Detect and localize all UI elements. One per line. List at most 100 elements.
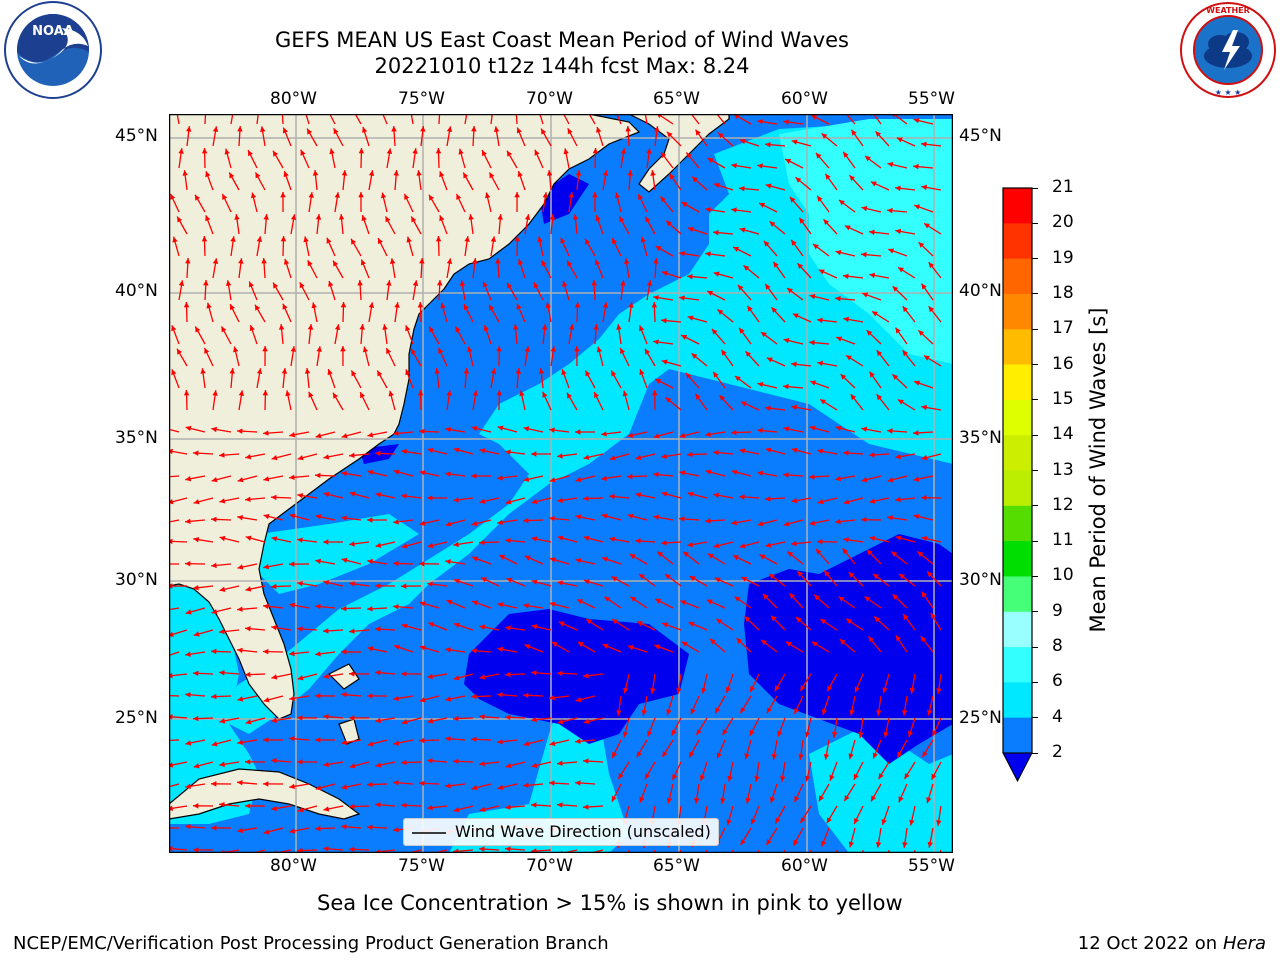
direction-arrow	[417, 301, 424, 323]
direction-arrow	[550, 346, 556, 367]
direction-arrow	[471, 473, 491, 479]
direction-arrow	[261, 257, 267, 279]
direction-arrow	[791, 447, 812, 455]
direction-arrow	[848, 739, 856, 760]
colorbar-tick-mark	[1032, 752, 1038, 754]
direction-arrow	[341, 739, 362, 746]
direction-arrow	[479, 448, 500, 455]
direction-arrow	[791, 404, 812, 411]
direction-arrow	[769, 783, 778, 804]
direction-arrow	[895, 635, 908, 653]
direction-arrow	[765, 541, 786, 548]
direction-arrow	[470, 693, 492, 700]
direction-arrow	[661, 453, 682, 459]
direction-arrow	[546, 170, 553, 191]
direction-arrow	[681, 201, 700, 213]
direction-arrow	[419, 601, 440, 609]
direction-arrow	[895, 535, 916, 543]
direction-arrow	[497, 214, 503, 235]
direction-arrow	[732, 554, 752, 565]
direction-arrow	[212, 390, 218, 411]
direction-arrow	[272, 282, 284, 301]
direction-arrow	[244, 759, 266, 765]
colorbar-tick-label: 9	[1052, 600, 1063, 621]
direction-arrow	[522, 692, 544, 699]
direction-arrow	[644, 761, 656, 780]
direction-arrow	[713, 449, 734, 456]
direction-arrow	[401, 541, 422, 549]
direction-arrow	[479, 624, 500, 631]
direction-arrow	[497, 425, 518, 433]
direction-arrow	[349, 761, 370, 769]
colorbar-tick-label: 13	[1052, 459, 1074, 480]
direction-arrow	[517, 170, 526, 191]
direction-arrow	[401, 449, 422, 455]
svg-text:NOAA: NOAA	[32, 24, 74, 39]
direction-arrow	[609, 493, 630, 500]
direction-arrow	[575, 514, 596, 521]
colorbar-tick-label: 19	[1052, 247, 1074, 268]
direction-arrow	[470, 736, 492, 743]
direction-arrow	[902, 349, 916, 367]
direction-arrow	[519, 390, 526, 411]
direction-arrow	[531, 761, 552, 768]
direction-arrow	[386, 148, 393, 169]
direction-arrow	[575, 170, 582, 191]
direction-arrow	[769, 220, 786, 235]
direction-arrow	[760, 331, 778, 345]
direction-arrow	[652, 389, 658, 411]
direction-arrow	[524, 346, 530, 367]
direction-arrow	[797, 262, 812, 279]
direction-arrow	[797, 570, 812, 587]
colorbar-band	[1003, 470, 1032, 507]
direction-arrow	[505, 497, 526, 505]
direction-arrow	[289, 513, 310, 521]
direction-arrow	[625, 125, 631, 147]
direction-arrow	[832, 717, 838, 738]
colorbar-band	[1003, 541, 1032, 577]
direction-arrow	[583, 453, 604, 460]
direction-arrow	[233, 346, 240, 367]
direction-arrow	[783, 426, 804, 433]
direction-arrow	[813, 594, 830, 609]
direction-arrow	[359, 324, 365, 345]
direction-arrow	[616, 324, 622, 345]
direction-arrow	[219, 761, 240, 767]
direction-arrow	[393, 604, 414, 610]
direction-arrow	[556, 670, 578, 677]
direction-arrow	[210, 516, 232, 523]
direction-arrow	[538, 368, 545, 389]
direction-arrow	[297, 493, 318, 499]
direction-arrow	[809, 425, 830, 433]
colorbar-band	[1003, 399, 1032, 436]
direction-arrow	[485, 192, 492, 213]
direction-arrow	[626, 473, 648, 480]
direction-arrow	[611, 576, 630, 587]
direction-arrow	[229, 368, 235, 389]
direction-arrow	[230, 236, 236, 257]
direction-arrow	[627, 431, 648, 438]
direction-arrow	[799, 673, 812, 692]
direction-arrow	[263, 475, 284, 482]
direction-arrow	[909, 805, 916, 826]
direction-arrow	[312, 170, 319, 191]
direction-arrow	[926, 783, 934, 804]
direction-arrow	[740, 827, 752, 846]
direction-arrow	[870, 181, 890, 191]
direction-arrow	[405, 369, 414, 389]
direction-arrow	[739, 695, 752, 714]
direction-arrow	[374, 450, 396, 457]
direction-arrow	[704, 518, 726, 524]
direction-arrow	[791, 497, 812, 504]
direction-arrow	[192, 803, 214, 809]
direction-arrow	[306, 128, 318, 147]
direction-arrow	[169, 739, 180, 742]
direction-arrow	[495, 257, 501, 279]
direction-arrow	[531, 451, 551, 457]
direction-arrow	[867, 635, 882, 653]
direction-arrow	[358, 192, 364, 212]
direction-arrow	[263, 214, 269, 235]
direction-arrow	[453, 805, 474, 813]
map-panel[interactable]	[168, 113, 954, 854]
direction-arrow	[315, 514, 336, 521]
